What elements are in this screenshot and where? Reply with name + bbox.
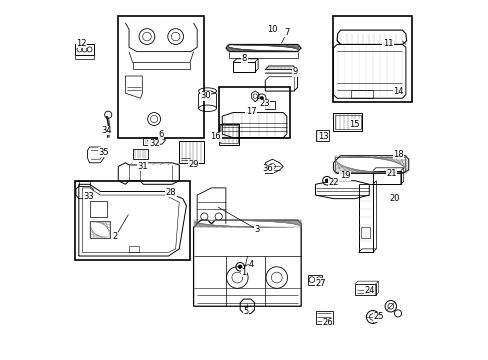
Bar [334,157,405,172]
Bar [89,221,110,238]
Bar [75,181,190,260]
Text: 1: 1 [241,268,246,277]
Text: 11: 11 [382,39,392,48]
Bar [143,137,158,145]
Circle shape [238,265,242,269]
Text: 5: 5 [243,307,248,316]
Text: 18: 18 [392,150,403,159]
Bar [354,284,375,296]
Bar [179,140,203,163]
Bar [129,246,139,252]
Text: 35: 35 [99,148,109,157]
Text: 33: 33 [83,192,94,201]
Text: 29: 29 [188,161,199,170]
Text: 20: 20 [389,194,400,203]
Text: 14: 14 [393,86,403,95]
Bar [218,124,239,145]
Text: 4: 4 [248,260,254,269]
Bar [220,126,238,143]
Bar [118,16,204,138]
Text: 25: 25 [373,312,384,321]
Bar [218,87,290,138]
Text: 27: 27 [315,279,325,288]
Text: 28: 28 [165,188,176,197]
Text: 7: 7 [284,28,289,37]
Bar [265,101,275,109]
Text: 19: 19 [339,171,349,180]
Bar [315,311,332,324]
Text: 13: 13 [317,132,328,141]
Text: 16: 16 [210,132,221,141]
Text: 22: 22 [327,178,338,187]
Bar [132,149,147,159]
Bar [361,226,369,238]
Text: 26: 26 [322,318,332,327]
Bar [372,171,400,184]
Text: 17: 17 [245,107,256,116]
Bar [315,130,328,141]
Text: 21: 21 [386,169,396,178]
Bar [308,275,321,285]
Text: 36: 36 [262,164,273,173]
Text: 30: 30 [200,91,211,100]
Bar [334,115,360,129]
Text: 24: 24 [363,286,374,295]
Text: 3: 3 [254,225,259,234]
Bar [333,16,411,102]
Text: 2: 2 [113,232,118,241]
Circle shape [325,179,328,183]
Text: 15: 15 [348,120,359,129]
Text: 6: 6 [158,130,163,139]
Text: 23: 23 [258,99,269,108]
Bar [333,113,362,131]
Text: 32: 32 [148,139,159,148]
Text: 9: 9 [291,67,297,76]
Text: 12: 12 [76,39,86,48]
Text: 31: 31 [137,162,147,171]
Bar [89,201,106,217]
Bar [75,44,94,55]
Text: 34: 34 [101,126,112,135]
Text: 10: 10 [266,25,277,34]
Bar [351,90,372,98]
Circle shape [260,96,263,100]
Text: 8: 8 [242,54,246,63]
